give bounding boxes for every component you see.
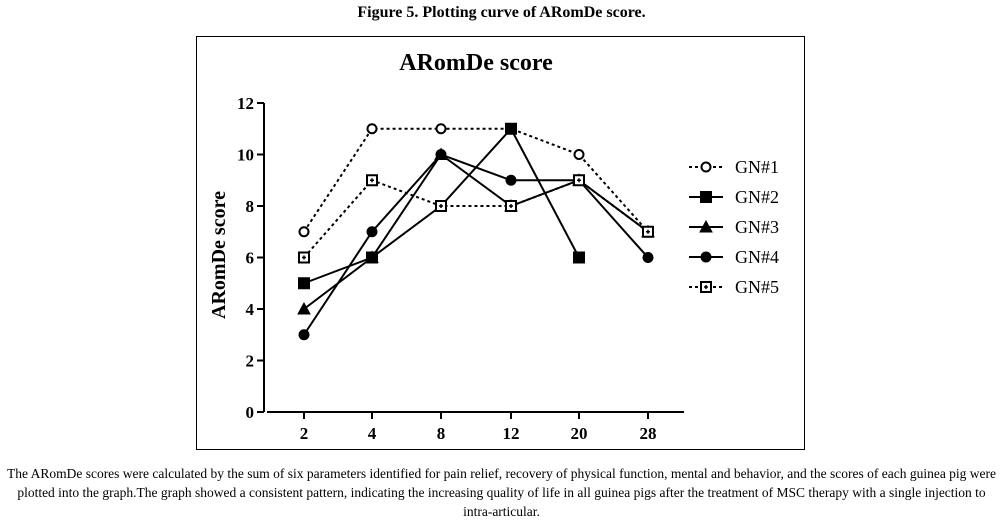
legend-item: GN#1 <box>689 157 779 177</box>
legend-marker <box>700 161 712 173</box>
data-point <box>298 226 310 238</box>
series-3 <box>297 147 655 315</box>
data-point <box>298 277 310 290</box>
legend-item: GN#2 <box>689 187 779 207</box>
chart-frame: ARomDe score ARomDe score 0 2 4 6 8 10 12 2 4 8 12… <box>196 36 805 450</box>
legend-label: GN#5 <box>735 277 779 297</box>
legend-marker <box>700 191 712 203</box>
x-tick-label: 28 <box>640 424 657 443</box>
data-point <box>642 252 654 263</box>
legend: GN#1 GN#2 GN#3 GN#4 GN#5 <box>689 157 779 297</box>
legend-item: GN#5 <box>689 277 779 297</box>
y-tick-label: 8 <box>246 197 255 216</box>
line-chart: ARomDe score ARomDe score 0 2 4 6 8 10 12 2 4 8 12… <box>208 50 779 443</box>
y-tick-label: 10 <box>237 146 254 165</box>
legend-label: GN#2 <box>735 187 779 207</box>
series-line <box>303 153 649 336</box>
axes: 0 2 4 6 8 10 12 2 4 8 12 20 28 <box>237 94 684 443</box>
data-point <box>366 123 378 135</box>
series-5 <box>298 174 654 264</box>
series-line <box>303 179 649 259</box>
data-point <box>435 149 447 160</box>
y-tick-label: 2 <box>246 352 255 371</box>
y-axis-label: ARomDe score <box>208 191 230 319</box>
x-tick-label: 12 <box>503 424 520 443</box>
data-point <box>435 123 447 135</box>
figure-caption: The ARomDe scores were calculated by the… <box>6 466 997 519</box>
y-tick-label: 4 <box>246 300 255 319</box>
legend-item: GN#4 <box>689 247 779 267</box>
data-point <box>573 251 585 264</box>
x-tick-label: 20 <box>571 424 588 443</box>
data-point <box>505 122 517 135</box>
series-layer <box>297 122 655 341</box>
y-tick-label: 12 <box>237 94 254 113</box>
x-tick-label: 8 <box>437 424 446 443</box>
series-line <box>303 127 649 233</box>
data-point <box>366 226 378 238</box>
chart-title: ARomDe score <box>399 50 553 76</box>
x-tick-label: 2 <box>300 424 309 443</box>
legend-label: GN#1 <box>735 157 779 177</box>
figure-title: Figure 5. Plotting curve of ARomDe score… <box>357 4 646 21</box>
data-point <box>298 329 310 341</box>
data-point <box>365 250 379 263</box>
legend-marker <box>700 251 712 263</box>
y-tick-label: 0 <box>246 403 255 422</box>
legend-item: GN#3 <box>689 217 779 237</box>
data-point <box>505 174 517 186</box>
data-point <box>573 149 585 160</box>
y-tick-label: 6 <box>246 249 255 268</box>
legend-marker <box>699 219 713 233</box>
x-tick-label: 4 <box>368 424 377 443</box>
series-line <box>303 153 649 310</box>
legend-label: GN#3 <box>735 217 779 237</box>
data-point <box>297 301 311 315</box>
legend-label: GN#4 <box>735 247 779 267</box>
